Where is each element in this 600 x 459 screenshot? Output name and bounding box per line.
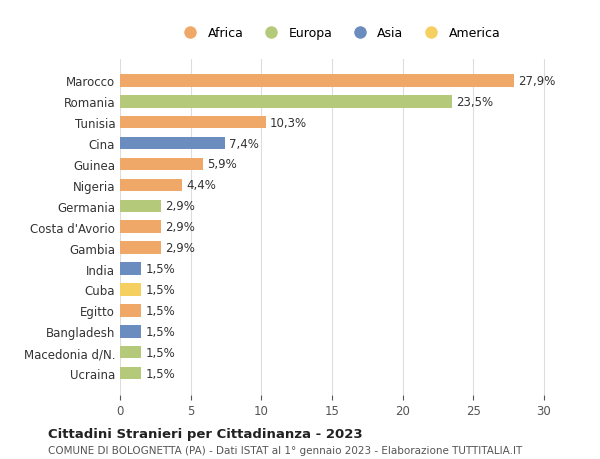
Text: 23,5%: 23,5% xyxy=(456,95,493,108)
Text: Cittadini Stranieri per Cittadinanza - 2023: Cittadini Stranieri per Cittadinanza - 2… xyxy=(48,427,362,440)
Bar xyxy=(120,263,141,275)
Text: 27,9%: 27,9% xyxy=(518,75,556,88)
Bar xyxy=(120,284,141,296)
Text: 1,5%: 1,5% xyxy=(145,346,175,359)
Text: 10,3%: 10,3% xyxy=(270,117,307,129)
Text: 4,4%: 4,4% xyxy=(187,179,216,192)
Bar xyxy=(120,96,452,108)
Text: 1,5%: 1,5% xyxy=(145,263,175,275)
Text: 2,9%: 2,9% xyxy=(165,241,195,255)
Text: 1,5%: 1,5% xyxy=(145,283,175,296)
Legend: Africa, Europa, Asia, America: Africa, Europa, Asia, America xyxy=(173,22,505,45)
Text: 5,9%: 5,9% xyxy=(208,158,238,171)
Bar xyxy=(120,138,224,150)
Bar xyxy=(120,200,161,213)
Text: 7,4%: 7,4% xyxy=(229,137,259,150)
Text: 1,5%: 1,5% xyxy=(145,325,175,338)
Text: 1,5%: 1,5% xyxy=(145,304,175,317)
Bar xyxy=(120,325,141,338)
Bar xyxy=(120,304,141,317)
Text: 2,9%: 2,9% xyxy=(165,221,195,234)
Text: COMUNE DI BOLOGNETTA (PA) - Dati ISTAT al 1° gennaio 2023 - Elaborazione TUTTITA: COMUNE DI BOLOGNETTA (PA) - Dati ISTAT a… xyxy=(48,445,522,455)
Bar xyxy=(120,221,161,234)
Bar xyxy=(120,367,141,380)
Text: 1,5%: 1,5% xyxy=(145,367,175,380)
Bar xyxy=(120,242,161,254)
Bar xyxy=(120,158,203,171)
Text: 2,9%: 2,9% xyxy=(165,200,195,213)
Bar xyxy=(120,117,266,129)
Bar xyxy=(120,75,514,87)
Bar xyxy=(120,346,141,358)
Bar xyxy=(120,179,182,192)
